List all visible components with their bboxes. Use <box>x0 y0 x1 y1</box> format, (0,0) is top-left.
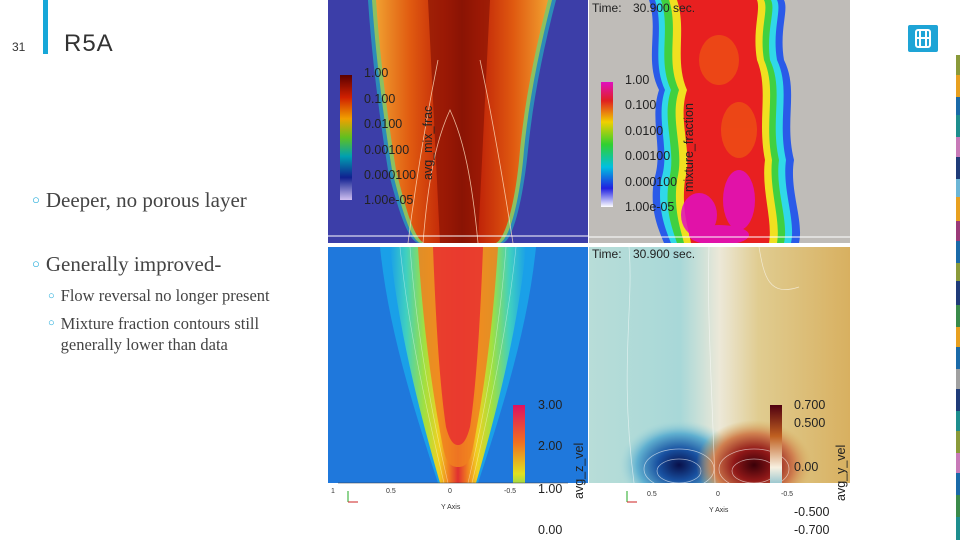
x-axis-tick: -0.5 <box>504 488 517 495</box>
x-axis-tick: 0 <box>448 488 452 495</box>
colorbar-tick: 0.700 <box>794 398 826 412</box>
right-edge-stripe <box>956 55 960 540</box>
x-axis-tick: 1 <box>331 488 335 495</box>
colorbar-tick: 3.00 <box>538 398 563 412</box>
time-value: 30.900 sec. <box>633 1 696 15</box>
colorbar-tick: 0.500 <box>794 416 826 430</box>
bullet-1-text: Deeper, no porous layer <box>45 188 247 212</box>
colorbar-tick: 0.0100 <box>625 124 664 138</box>
sub-bullet-1: ○ Flow reversal no longer present <box>48 285 318 307</box>
colorbar-tick: 0.100 <box>625 98 657 112</box>
colorbar-tick: 1.00 <box>538 482 563 496</box>
colorbar-tick: 0.000100 <box>625 175 678 189</box>
bullet-2: ○ Generally improved- <box>32 252 221 277</box>
colorbar-tick: -0.500 <box>794 505 830 519</box>
sub-bullet-2-text: Mixture fraction contours still generall… <box>60 314 260 354</box>
sub-bullet-marker-icon: ○ <box>48 317 55 329</box>
sub-bullet-2: ○ Mixture fraction contours still general… <box>48 313 318 355</box>
colorbar-tick: 0.0100 <box>364 117 403 131</box>
sub-bullet-1-text: Flow reversal no longer present <box>60 286 270 305</box>
colorbar-tick: 0.00100 <box>364 143 410 157</box>
colorbar-title: mixture_fraction <box>682 103 696 192</box>
x-axis-tick: 0.5 <box>386 488 396 495</box>
colorbar-tick: 0.100 <box>364 92 396 106</box>
plot-avg-y-vel: Time: 30.900 sec. 0.700 0.500 0.00 -0.50… <box>589 247 850 540</box>
logo-icon <box>908 25 938 52</box>
x-axis-tick: 0.5 <box>647 491 657 498</box>
colorbar-tick: 1.00e-05 <box>625 200 675 214</box>
colorbar-tick: 1.00 <box>625 73 650 87</box>
plot-mixture-fraction: Time: 30.900 sec. 1.00 0.100 0.0100 0.00… <box>589 0 850 243</box>
colorbar-tick: 0.000100 <box>364 168 417 182</box>
plot-avg-z-vel: 3.00 2.00 1.00 0.00 avg_z_vel 1 0.5 0 -0… <box>328 247 588 540</box>
colorbar-tick: 1.00e-05 <box>364 193 414 207</box>
plot-avg-mix-frac: 1.00 0.100 0.0100 0.00100 0.000100 1.00e… <box>328 0 588 243</box>
colorbar-tick: 2.00 <box>538 439 563 453</box>
colorbar-tick: 0.00 <box>794 460 819 474</box>
time-value: 30.900 sec. <box>633 247 696 261</box>
sub-bullet-marker-icon: ○ <box>48 290 55 302</box>
colorbar-tick: 0.00 <box>538 523 563 537</box>
colorbar-title: avg_z_vel <box>572 442 586 499</box>
bullet-marker-icon: ○ <box>32 192 40 207</box>
time-label: Time: <box>592 1 622 15</box>
bullet-1: ○ Deeper, no porous layer <box>32 188 247 213</box>
x-axis-label: Y Axis <box>441 504 461 511</box>
bullet-marker-icon: ○ <box>32 256 40 271</box>
slide-title: R5A <box>64 30 114 57</box>
x-axis-tick: -0.5 <box>781 491 794 498</box>
colorbar-tick: -0.700 <box>794 523 830 537</box>
bullet-2-text: Generally improved- <box>45 252 222 276</box>
slide-number: 31 <box>12 40 26 54</box>
colorbar-title: avg_y_vel <box>834 444 848 501</box>
time-label: Time: <box>592 247 622 261</box>
x-axis-tick: 0 <box>716 491 720 498</box>
colorbar-title: avg_mix_frac <box>421 105 435 180</box>
colorbar-tick: 0.00100 <box>625 149 671 163</box>
x-axis-label: Y Axis <box>709 507 729 514</box>
colorbar-tick: 1.00 <box>364 66 389 80</box>
title-accent-bar <box>43 0 48 54</box>
